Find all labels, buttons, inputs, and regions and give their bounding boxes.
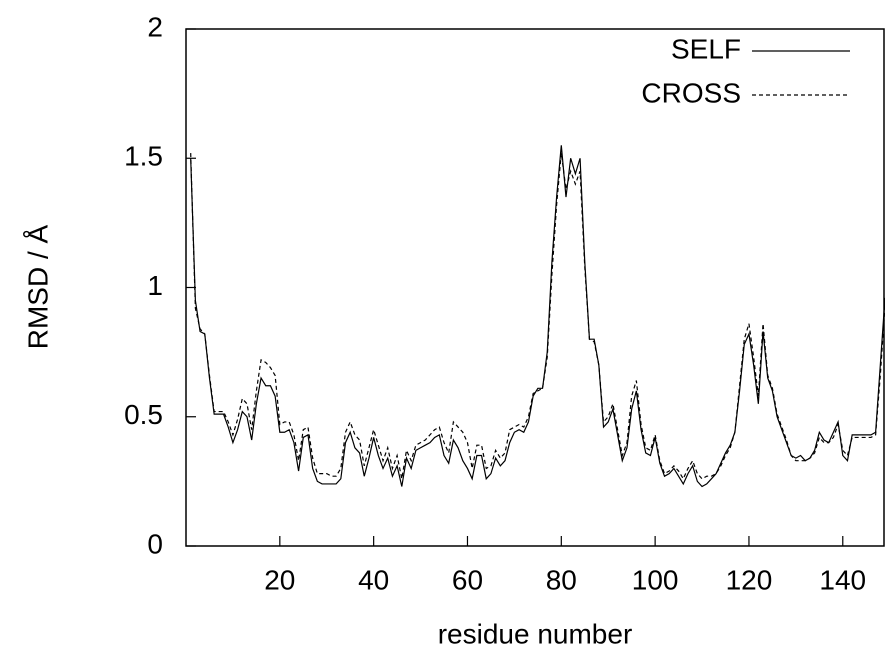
x-tick-label: 40 (358, 564, 389, 595)
x-axis-title: residue number (438, 618, 633, 649)
legend-label: SELF (671, 33, 741, 64)
x-tick-label: 120 (726, 564, 773, 595)
data-line (190, 145, 885, 488)
x-tick-label: 140 (819, 564, 866, 595)
legend-label: CROSS (641, 77, 741, 108)
data-line (190, 153, 885, 481)
y-tick-label: 0.5 (124, 399, 163, 430)
x-tick-label: 100 (632, 564, 679, 595)
x-tick-label: 20 (264, 564, 295, 595)
x-tick-label: 60 (452, 564, 483, 595)
plot-frame (185, 28, 885, 547)
y-tick-label: 1 (147, 270, 163, 301)
x-tick-label: 80 (546, 564, 577, 595)
y-tick-label: 0 (147, 528, 163, 559)
y-tick-label: 1.5 (124, 141, 163, 172)
y-axis-title: RMSD / Å (22, 224, 53, 349)
y-tick-label: 2 (147, 11, 163, 42)
